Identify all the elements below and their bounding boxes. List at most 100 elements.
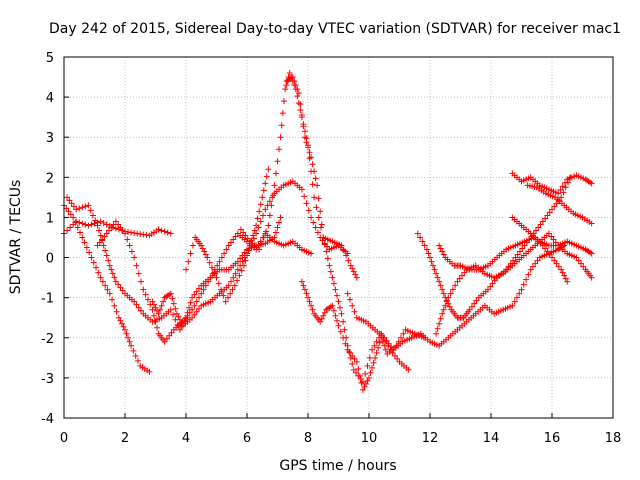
data-point-interp bbox=[303, 290, 310, 297]
data-point bbox=[167, 230, 174, 237]
data-point-interp bbox=[191, 302, 198, 309]
data-point-interp bbox=[191, 311, 198, 318]
data-point-interp bbox=[125, 334, 132, 341]
data-point-interp bbox=[90, 259, 97, 266]
data-point-interp bbox=[193, 288, 200, 295]
data-point-interp bbox=[251, 227, 258, 234]
data-point-interp bbox=[178, 319, 185, 326]
data-point-interp bbox=[132, 352, 139, 359]
data-point-interp bbox=[211, 266, 218, 273]
data-point bbox=[131, 298, 138, 305]
data-point-interp bbox=[99, 236, 106, 243]
data-point-interp bbox=[346, 349, 353, 356]
data-point bbox=[430, 262, 437, 269]
data-point-interp bbox=[313, 204, 320, 211]
data-point-interp bbox=[182, 315, 189, 322]
series-arc-e bbox=[149, 178, 351, 329]
data-point-interp bbox=[297, 101, 304, 108]
data-point-interp bbox=[260, 212, 267, 219]
data-point-interp bbox=[109, 296, 116, 303]
data-point-interp bbox=[309, 306, 316, 313]
data-point-interp bbox=[535, 224, 542, 231]
data-point-interp bbox=[274, 158, 281, 165]
data-point-interp bbox=[138, 278, 145, 285]
data-point-interp bbox=[242, 232, 249, 239]
data-point-interp bbox=[516, 248, 523, 255]
data-point bbox=[265, 166, 272, 173]
data-point-interp bbox=[205, 278, 212, 285]
data-point-interp bbox=[442, 302, 449, 309]
series-arc-d bbox=[94, 218, 315, 345]
data-point-interp bbox=[332, 312, 339, 319]
data-point bbox=[231, 282, 238, 289]
data-point bbox=[149, 298, 156, 305]
data-point-interp bbox=[201, 248, 208, 255]
data-point bbox=[509, 302, 516, 309]
data-point-interp bbox=[305, 207, 312, 214]
data-point bbox=[564, 278, 571, 285]
data-point-interp bbox=[64, 227, 71, 234]
data-point-interp bbox=[381, 342, 388, 349]
data-point bbox=[539, 218, 546, 225]
data-point-interp bbox=[346, 296, 353, 303]
data-point-interp bbox=[349, 265, 356, 272]
data-point-interp bbox=[256, 208, 263, 215]
data-point-interp bbox=[276, 219, 283, 226]
data-point-interp bbox=[555, 263, 562, 270]
data-point-interp bbox=[335, 298, 342, 305]
data-point-interp bbox=[350, 268, 357, 275]
data-point-interp bbox=[519, 245, 526, 252]
data-point bbox=[140, 286, 147, 293]
data-point-interp bbox=[315, 195, 322, 202]
series-arc-o bbox=[509, 214, 595, 257]
y-axis-label: SDTVAR / TECUs bbox=[8, 180, 24, 295]
data-point bbox=[146, 368, 153, 375]
data-point-interp bbox=[161, 228, 168, 235]
data-point-interp bbox=[303, 200, 310, 207]
data-point-interp bbox=[382, 346, 389, 353]
data-point-interp bbox=[96, 239, 103, 246]
data-point-interp bbox=[254, 215, 261, 222]
data-point-interp bbox=[379, 338, 386, 345]
data-point-interp bbox=[91, 220, 98, 227]
data-point bbox=[326, 262, 333, 269]
data-point bbox=[198, 242, 205, 249]
data-point-interp bbox=[357, 375, 364, 382]
data-point-interp bbox=[95, 269, 102, 276]
x-tick-label: 16 bbox=[544, 431, 561, 446]
data-point bbox=[225, 282, 232, 289]
data-point-interp bbox=[79, 204, 86, 211]
data-point-interp bbox=[427, 254, 433, 261]
data-point-interp bbox=[79, 220, 86, 227]
data-point-interp bbox=[195, 285, 202, 292]
data-point-interp bbox=[169, 295, 176, 302]
data-point-interp bbox=[119, 227, 126, 234]
data-point-interp bbox=[263, 173, 270, 180]
data-point-interp bbox=[353, 369, 360, 376]
series-arc-b bbox=[61, 202, 153, 375]
data-point-interp bbox=[111, 274, 118, 281]
data-point-interp bbox=[557, 186, 564, 193]
data-point bbox=[347, 262, 354, 269]
data-point-interp bbox=[112, 225, 119, 232]
series-arc-j bbox=[344, 242, 568, 353]
data-point-interp bbox=[349, 360, 356, 367]
data-point-interp bbox=[130, 347, 137, 354]
data-point bbox=[295, 90, 302, 97]
data-point-interp bbox=[291, 78, 298, 85]
data-point-interp bbox=[388, 343, 395, 350]
data-point-interp bbox=[102, 247, 109, 254]
y-tick-label: 3 bbox=[46, 131, 54, 146]
data-point-interp bbox=[421, 242, 428, 249]
data-point-interp bbox=[364, 377, 371, 384]
data-point bbox=[277, 134, 284, 141]
data-point-interp bbox=[342, 340, 349, 347]
data-point-interp bbox=[221, 250, 228, 257]
data-point-interp bbox=[103, 221, 110, 228]
data-point-interp bbox=[400, 330, 407, 337]
data-point-interp bbox=[186, 309, 193, 316]
data-point-interp bbox=[419, 238, 426, 245]
data-point-interp bbox=[437, 245, 444, 252]
data-point-interp bbox=[333, 317, 340, 324]
data-point-interp bbox=[99, 278, 106, 285]
